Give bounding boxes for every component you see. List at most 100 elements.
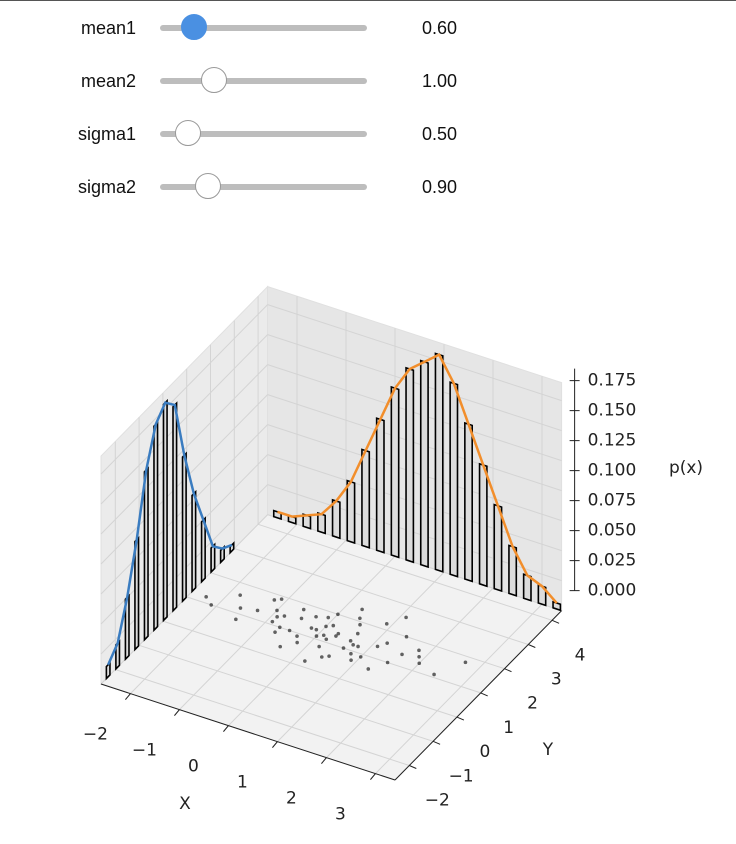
scatter-point xyxy=(417,648,421,653)
hist-bar xyxy=(124,593,130,662)
x-tick xyxy=(174,709,180,716)
x-axis-label: X xyxy=(179,794,191,814)
scatter-point xyxy=(275,608,279,613)
slider-track[interactable] xyxy=(160,78,367,84)
y-tick xyxy=(528,644,536,648)
slider-label: mean1 xyxy=(80,18,136,38)
y-tick-label: 3 xyxy=(551,670,562,690)
scatter-point xyxy=(341,646,346,650)
y-tick-label: 1 xyxy=(503,718,514,738)
scatter-point xyxy=(317,644,321,649)
hist-bar xyxy=(449,381,459,578)
scatter-point xyxy=(404,634,409,639)
scatter-point xyxy=(349,658,353,662)
hist-bar xyxy=(493,503,503,593)
scatter-point xyxy=(331,623,336,628)
hist-bar xyxy=(162,398,168,623)
grid-line xyxy=(267,454,562,552)
scatter-point xyxy=(278,625,282,630)
slider-label: sigma2 xyxy=(77,177,136,197)
x-tick-label: 0 xyxy=(188,757,199,777)
x-tick-label: 2 xyxy=(286,789,297,809)
y-tick-label: 4 xyxy=(575,645,586,665)
slider-label: sigma1 xyxy=(77,124,136,144)
y-tick xyxy=(551,619,560,624)
grid-line xyxy=(100,304,268,475)
hist-bar xyxy=(229,541,235,555)
scatter-point xyxy=(327,654,331,658)
grid-line xyxy=(162,620,458,718)
scatter-point xyxy=(358,622,362,627)
scatter-point xyxy=(278,644,283,649)
slider-track[interactable] xyxy=(160,131,367,137)
slider-row: mean2 1.00 xyxy=(0,66,736,96)
z-tick-label: 0.025 xyxy=(588,551,637,571)
scatter-point xyxy=(314,634,319,638)
slider-knob[interactable] xyxy=(175,120,201,146)
scatter-point xyxy=(375,644,380,649)
scatter-point xyxy=(385,641,389,645)
hist-bar xyxy=(478,462,488,588)
y-tick-label: 0 xyxy=(479,742,490,762)
hist-bar xyxy=(419,359,429,569)
x-tick-label: 3 xyxy=(335,805,346,825)
hist-bar xyxy=(143,466,149,642)
z-axis-label: p(x) xyxy=(669,458,703,478)
x-tick xyxy=(125,693,131,700)
x-tick xyxy=(370,773,376,780)
scatter-point xyxy=(336,631,341,636)
slider-row: mean1 0.60 xyxy=(0,13,736,43)
slider-knob[interactable] xyxy=(195,173,221,199)
scatter-point xyxy=(275,615,279,619)
z-tick-label: 0.075 xyxy=(588,491,637,511)
scatter-point xyxy=(272,598,277,602)
hist-bar xyxy=(552,600,562,612)
hist-bar xyxy=(346,479,356,545)
grid-line xyxy=(186,596,481,694)
scatter-point xyxy=(404,615,408,620)
hist-bar xyxy=(464,421,473,583)
scatter-point xyxy=(348,639,353,643)
hist-bar xyxy=(181,451,187,604)
scatter-point xyxy=(295,634,299,638)
scatter-point xyxy=(303,659,307,663)
y-tick-label: −2 xyxy=(425,791,450,811)
hist-bar xyxy=(390,385,400,559)
hist-bar xyxy=(375,417,385,554)
scatter-point xyxy=(279,597,284,601)
y-tick xyxy=(456,716,465,721)
z-tick-label: 0.000 xyxy=(588,581,637,601)
grid-line xyxy=(210,572,505,670)
scatter-point xyxy=(234,617,238,622)
slider-track[interactable] xyxy=(160,184,367,190)
slider-knob[interactable] xyxy=(201,67,227,93)
hist-bar xyxy=(405,366,415,564)
density-line xyxy=(277,352,558,604)
z-tick-label: 0.175 xyxy=(588,371,637,391)
grid-line xyxy=(257,523,553,621)
scatter-point xyxy=(255,608,260,613)
scatter-point xyxy=(209,603,213,607)
slider-knob[interactable] xyxy=(181,14,207,40)
grid-line xyxy=(100,334,268,505)
hist-bar xyxy=(105,660,111,681)
scatter-point xyxy=(417,661,422,666)
scatter-point xyxy=(463,660,468,665)
slider-row: sigma2 0.90 xyxy=(0,172,736,202)
y-tick xyxy=(504,668,512,673)
scatter-point xyxy=(324,637,329,642)
hist-bar xyxy=(302,513,312,530)
y-axis-label: Y xyxy=(542,740,554,760)
x-tick xyxy=(272,741,278,748)
y-tick-label: 2 xyxy=(527,694,538,714)
slider-track[interactable] xyxy=(160,25,367,31)
z-tick-label: 0.150 xyxy=(588,401,637,421)
grid-line xyxy=(267,334,562,432)
scatter-point xyxy=(270,619,275,624)
hist-bar xyxy=(134,535,140,652)
y-tick xyxy=(409,765,417,769)
hist-bar xyxy=(200,516,206,584)
x-tick-label: −1 xyxy=(132,741,157,761)
scatter-point xyxy=(238,606,243,610)
